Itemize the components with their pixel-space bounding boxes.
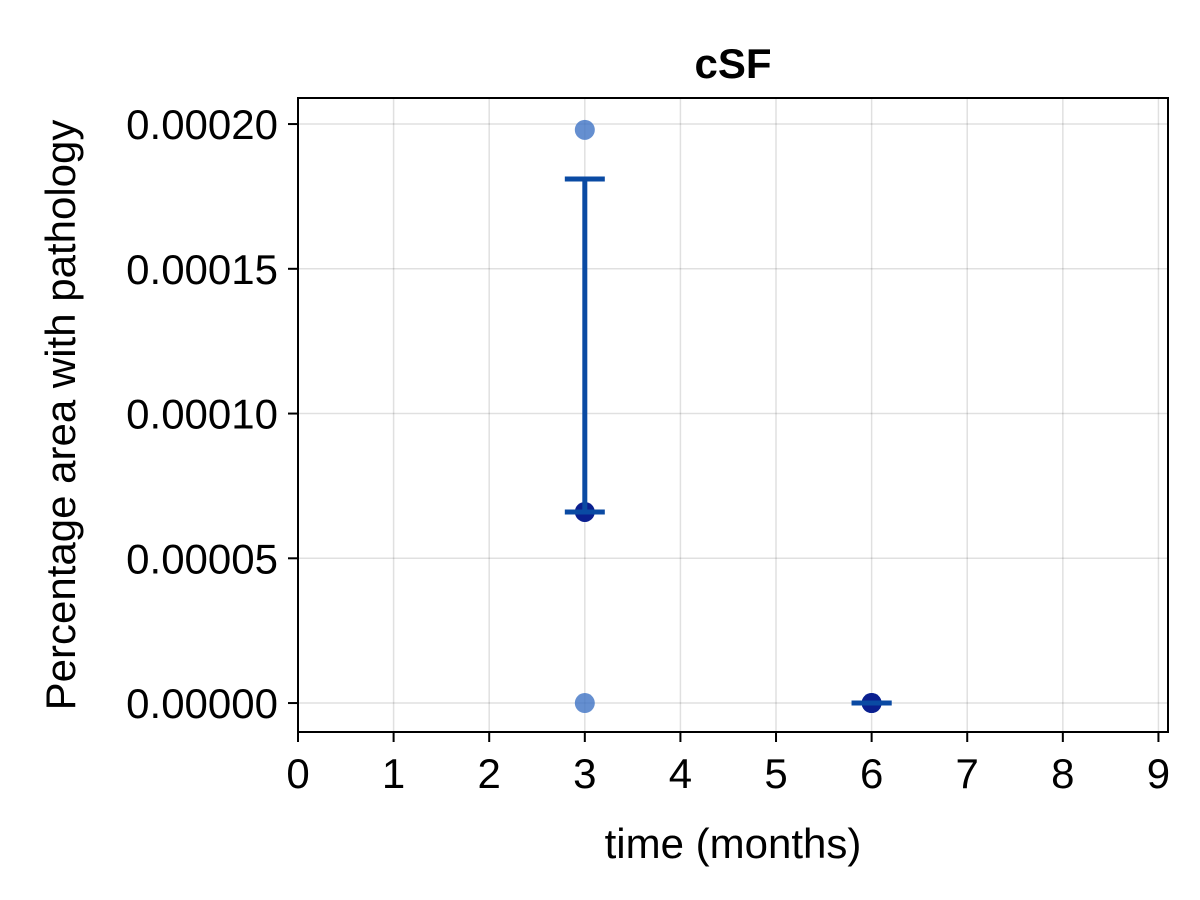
ticks-layer: 0 1 2 3 4 5 6 7 8 9 0.00000 0.00005 0.00010 0.00015 0.… — [126, 101, 1170, 797]
plot-frame — [297, 97, 1169, 733]
x-tick-label: 4 — [669, 750, 692, 797]
y-tick-label: 0.00015 — [126, 246, 278, 293]
y-tick-label: 0.00005 — [126, 535, 278, 582]
x-tick-label: 7 — [956, 750, 979, 797]
x-tick-label: 3 — [573, 750, 596, 797]
x-axis-label: time (months) — [605, 820, 862, 867]
x-tick-label: 5 — [764, 750, 787, 797]
marks-layer — [564, 119, 892, 714]
chart-title: cSF — [694, 40, 771, 87]
y-tick-label: 0.00020 — [126, 101, 278, 148]
x-tick-label: 1 — [382, 750, 405, 797]
x-tick-label: 6 — [860, 750, 883, 797]
y-tick-label: 0.00000 — [126, 680, 278, 727]
x-tick-label: 2 — [478, 750, 501, 797]
x-tick-label: 0 — [286, 750, 309, 797]
x-tick-label: 8 — [1051, 750, 1074, 797]
data-point — [574, 119, 595, 140]
x-tick-label: 9 — [1147, 750, 1170, 797]
y-tick-label: 0.00010 — [126, 391, 278, 438]
y-axis-label: Percentage area with pathology — [37, 120, 84, 711]
data-point — [574, 693, 595, 714]
grid-layer — [297, 98, 1168, 732]
plot-border — [297, 97, 1169, 733]
